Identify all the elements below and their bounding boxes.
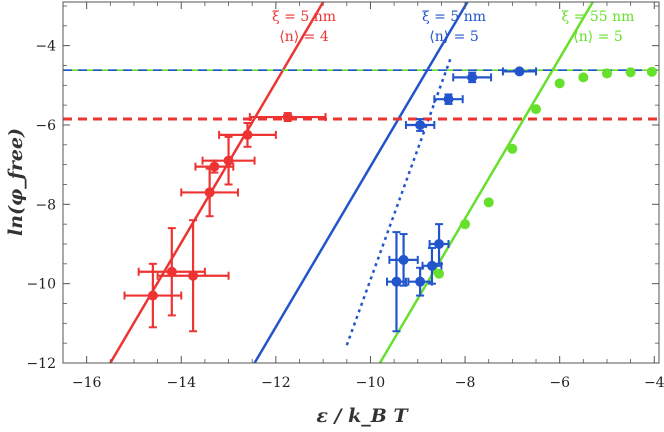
data-point-s1-7: [467, 72, 478, 83]
data-point-s2-6: [578, 72, 589, 83]
data-point-s0-4: [209, 161, 220, 172]
data-point-s2-7: [601, 68, 612, 79]
annotation-green-line2: ⟨n⟩ = 5: [573, 29, 622, 45]
y-tick-label: −4: [35, 39, 56, 55]
line-green-fit: [378, 2, 594, 363]
x-axis-label: ε / k_B T: [316, 405, 409, 427]
data-point-s0-7: [282, 112, 293, 123]
y-tick-label: −8: [35, 197, 56, 213]
line-blue-dotted-fit: [345, 57, 453, 346]
data-point-s2-1: [460, 219, 471, 230]
data-point-s1-4: [434, 238, 445, 249]
annotation-red-line1: ξ = 5 nm: [272, 9, 336, 25]
annotations: ξ = 5 nm ⟨n⟩ = 4 ξ = 5 nm ⟨n⟩ = 5 ξ = 55…: [272, 9, 634, 45]
annotation-red-line2: ⟨n⟩ = 4: [279, 29, 329, 45]
data-point-s1-2: [415, 276, 426, 287]
y-tick-label: −6: [35, 118, 56, 134]
data-point-s1-0: [391, 276, 402, 287]
y-tick-label: −12: [26, 356, 56, 372]
data-point-s0-1: [166, 266, 177, 277]
x-tick-label: −8: [455, 375, 476, 391]
annotation-green-line1: ξ = 55 nm: [562, 9, 635, 25]
y-axis-label: ln(φ_free): [5, 128, 27, 236]
data-point-s2-2: [483, 197, 494, 208]
data-point-s2-0: [434, 268, 445, 279]
y-tick-label: −10: [26, 277, 56, 293]
axis-ticks: −16 −14 −12 −10 −8 −6 −4 −12 −10 −8 −6 −4: [26, 2, 664, 391]
x-tick-label: −12: [261, 375, 291, 391]
data-point-s2-5: [554, 78, 565, 89]
x-tick-label: −10: [356, 375, 386, 391]
line-blue-fit: [253, 2, 469, 363]
plot-area: [63, 2, 659, 363]
data-point-s2-9: [646, 66, 657, 77]
x-tick-label: −4: [644, 375, 664, 391]
data-point-s0-2: [188, 270, 199, 281]
data-point-s1-5: [415, 119, 426, 130]
data-point-s2-4: [531, 104, 542, 115]
data-point-s1-3: [426, 260, 437, 271]
x-tick-label: −14: [166, 375, 196, 391]
x-tick-label: −6: [549, 375, 570, 391]
annotation-blue-line1: ξ = 5 nm: [422, 9, 486, 25]
x-tick-label: −16: [72, 375, 102, 391]
annotation-blue-line2: ⟨n⟩ = 5: [429, 29, 478, 45]
data-point-s1-8: [514, 66, 525, 77]
data-point-s0-6: [242, 129, 253, 140]
data-point-s0-0: [147, 290, 158, 301]
data-point-s1-1: [398, 254, 409, 265]
data-point-s2-3: [507, 143, 518, 154]
data-point-s0-5: [223, 155, 234, 166]
data-point-s1-6: [443, 94, 454, 105]
line-red-fit: [109, 2, 325, 363]
data-point-s2-8: [625, 67, 636, 78]
data-point-s0-3: [204, 187, 215, 198]
plot-frame: [62, 1, 660, 364]
